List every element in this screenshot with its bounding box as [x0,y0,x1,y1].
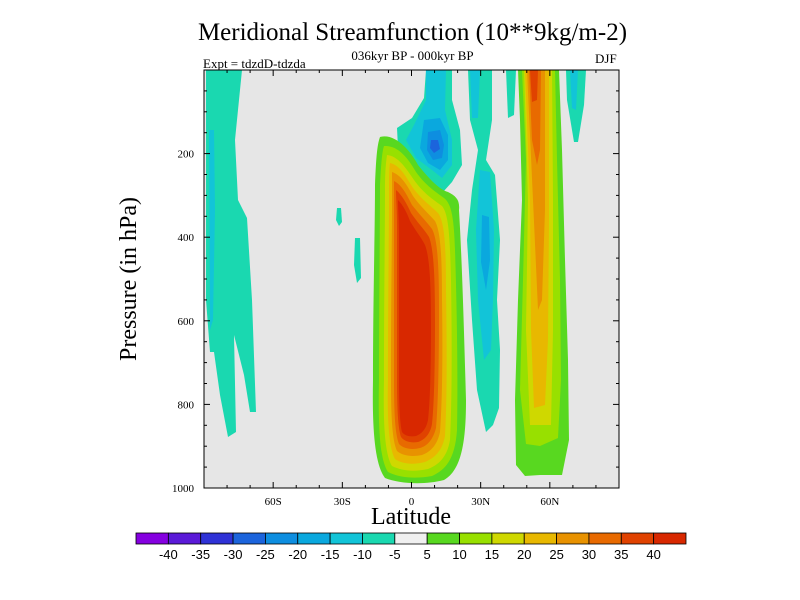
colorbar-swatch [362,532,396,545]
colorbar-label: -15 [321,547,340,562]
contour-fill-group [206,70,586,484]
colorbar-swatch [459,532,493,545]
colorbar-label: 15 [485,547,499,562]
contour-neg-upper-tropical-core [430,140,440,153]
y-axis-label: Pressure (in hPa) [116,197,142,361]
colorbar-label: -20 [288,547,307,562]
contour-neg-right-strip-2 [570,70,578,110]
colorbar-label: -10 [353,547,372,562]
colorbar-swatch [297,532,331,545]
colorbar-label: 10 [452,547,466,562]
x-tick-label: 60S [265,496,282,508]
colorbar-label: 35 [614,547,628,562]
contour-pos-nh-lvl-35 [530,70,538,102]
season-label: DJF [595,51,617,66]
colorbar-swatch [491,532,525,545]
colorbar-label: -35 [191,547,210,562]
colorbar-swatch [588,532,622,545]
chart-title: Meridional Streamfunction (10**9kg/m-2) [197,19,628,46]
colorbar-swatch [135,532,169,545]
colorbar-label: 40 [646,547,660,562]
x-tick-label: 30N [471,496,490,508]
colorbar-swatch [653,532,687,545]
colorbar-swatch [200,532,234,545]
contour-neg-blob-left [336,208,342,226]
x-tick-label: 30S [334,496,351,508]
contour-pos-nh-lvl-25 [527,70,545,310]
contour-neg-blob-mid [354,238,361,283]
contour-pos-tropical-lvl-40 [398,200,431,437]
colorbar: -40 -35 -30 -25 -20 -15 -10 -5 5 10 15 20 25 30 35 40 [135,532,687,562]
y-tick-label: 800 [178,399,195,411]
colorbar-swatch [167,532,202,545]
colorbar-swatch [523,532,557,545]
y-tick-label: 1000 [172,483,195,495]
colorbar-swatch [394,532,428,545]
colorbar-label: 25 [549,547,563,562]
y-tick-label: 600 [178,316,195,328]
colorbar-label: -5 [389,547,401,562]
colorbar-swatch [232,532,266,545]
y-tick-label: 400 [178,232,195,244]
colorbar-swatch [556,532,590,545]
colorbar-swatch [620,532,655,545]
colorbar-swatch [426,532,460,545]
contour-neg-sh-strip-1 [206,70,256,437]
colorbar-label: 30 [582,547,596,562]
colorbar-label: -25 [256,547,275,562]
x-tick-label: 60N [540,496,559,508]
x-tick-label: 0 [409,496,415,508]
x-axis-label: Latitude [371,504,451,530]
contour-neg-nh-core [481,215,490,290]
contour-neg-nh-top-strip [470,70,480,118]
contour-neg-sh-strip-2 [209,130,215,330]
colorbar-label: -30 [224,547,243,562]
colorbar-swatch [329,532,363,545]
chart-subtitle: 036kyr BP - 000kyr BP [351,48,474,63]
y-tick-label: 200 [178,149,195,161]
colorbar-label: 5 [424,547,431,562]
axis-ticks: 200 400 600 800 1000 60S 30S 0 30N 60N [172,70,620,508]
colorbar-label: -40 [159,547,178,562]
experiment-label: Expt = tdzdD-tdzda [203,56,306,71]
colorbar-swatch [265,532,299,545]
contour-neg-right-strip-3 [506,70,516,118]
colorbar-label: 20 [517,547,531,562]
